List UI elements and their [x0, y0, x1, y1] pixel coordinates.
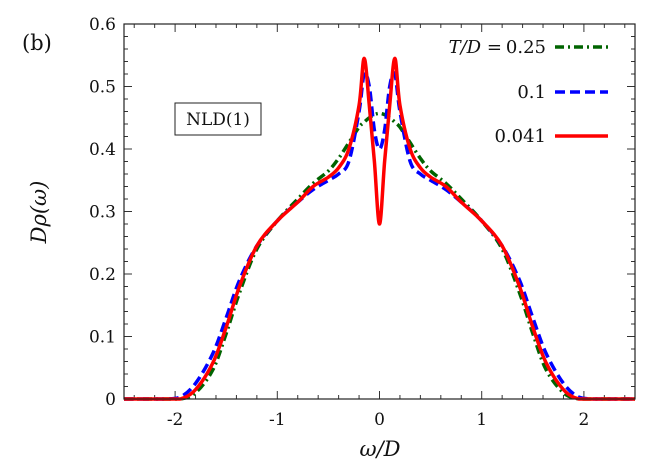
y-axis-label: Dρ(ω)	[27, 181, 51, 245]
y-tick-label: 0.3	[89, 203, 116, 223]
axis-ticks: -2 -1 0 1 2 0 0.1 0.2 0.3 0.4 0.5 0.6	[89, 15, 635, 430]
x-axis-label: ω/D	[359, 437, 400, 461]
panel-label: (b)	[22, 31, 52, 55]
annotation-box: NLD(1)	[174, 102, 262, 136]
curves	[123, 56, 635, 401]
legend-label: 0.041	[494, 126, 546, 147]
x-tick-label: 1	[476, 410, 487, 430]
x-tick-label: 2	[578, 410, 589, 430]
legend-title: T/D =	[449, 37, 502, 58]
y-tick-label: 0.4	[89, 140, 116, 160]
y-tick-label: 0	[105, 390, 116, 410]
legend: T/D = 0.25 0.250.10.041	[449, 37, 608, 147]
series-line-0.041	[123, 56, 635, 401]
y-tick-label: 0.2	[89, 265, 116, 285]
annotation-text: NLD(1)	[186, 110, 250, 130]
y-tick-label: 0.1	[89, 328, 116, 348]
x-tick-label: -2	[167, 410, 184, 430]
y-tick-label: 0.5	[89, 78, 116, 98]
series-line-0.1	[123, 71, 635, 401]
x-tick-label: -1	[269, 410, 286, 430]
legend-label: 0.25	[506, 37, 546, 58]
legend-label: 0.1	[517, 82, 546, 103]
plot-frame	[123, 23, 636, 400]
x-tick-label: 0	[374, 410, 385, 430]
series-line-0.25	[123, 111, 635, 401]
y-tick-label: 0.6	[89, 15, 116, 35]
